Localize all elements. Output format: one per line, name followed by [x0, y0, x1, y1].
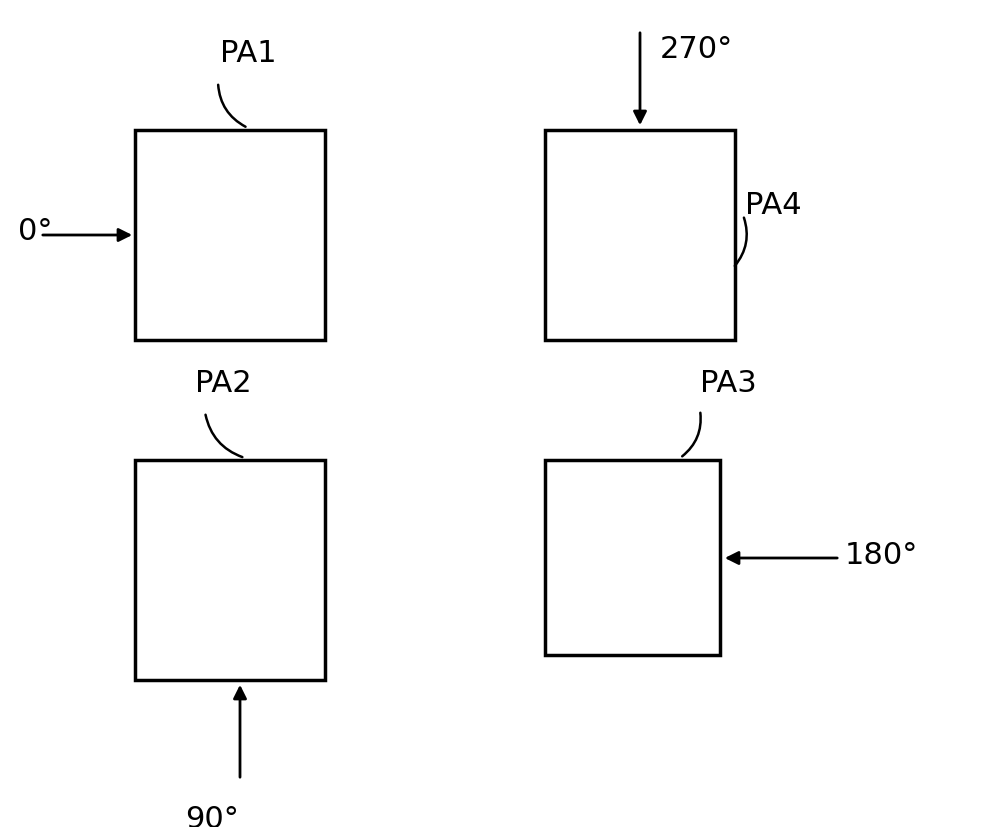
- Text: 180°: 180°: [845, 541, 918, 570]
- Bar: [545, 130, 735, 340]
- Text: PA4: PA4: [745, 190, 802, 219]
- Text: PA2: PA2: [195, 369, 251, 398]
- Text: 90°: 90°: [185, 805, 239, 827]
- Text: PA1: PA1: [220, 39, 277, 68]
- Bar: [135, 460, 325, 680]
- Text: 270°: 270°: [660, 35, 733, 64]
- Bar: [545, 460, 720, 655]
- Text: PA3: PA3: [700, 369, 756, 398]
- Text: 0°: 0°: [18, 218, 52, 246]
- Bar: [135, 130, 325, 340]
